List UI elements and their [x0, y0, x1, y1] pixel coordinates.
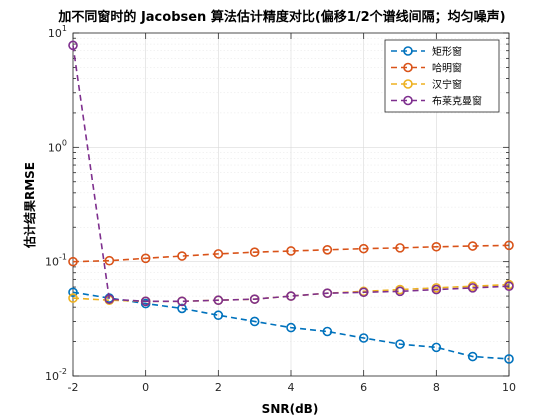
- data-point: [177, 296, 187, 307]
- data-point: [467, 351, 478, 362]
- legend-marker: [403, 79, 413, 89]
- x-tick-label: 0: [142, 381, 149, 394]
- data-point: [504, 240, 514, 251]
- data-point: [68, 287, 78, 298]
- y-axis-label: 估计结果RMSE: [22, 162, 37, 249]
- data-point: [213, 249, 224, 259]
- data-point: [286, 246, 296, 256]
- y-tick-label: 100: [48, 138, 67, 154]
- data-point: [467, 241, 478, 251]
- data-point: [358, 333, 369, 343]
- series-2: [68, 240, 514, 267]
- data-point: [68, 40, 78, 51]
- legend-marker: [403, 95, 413, 106]
- data-point: [213, 295, 224, 306]
- x-tick-label: 6: [360, 381, 367, 394]
- x-tick-label: 8: [433, 381, 440, 394]
- data-point: [395, 339, 405, 349]
- data-point: [467, 283, 478, 293]
- data-point: [504, 354, 514, 364]
- data-point: [249, 316, 260, 327]
- data-point: [249, 247, 260, 258]
- data-point: [504, 281, 514, 292]
- series-line: [72, 244, 510, 263]
- data-point: [358, 287, 369, 298]
- data-point: [177, 251, 187, 261]
- data-point: [395, 243, 405, 253]
- legend-marker: [403, 46, 413, 56]
- data-point: [104, 255, 115, 266]
- data-point: [104, 294, 115, 304]
- data-point: [431, 241, 442, 252]
- legend-marker: [403, 62, 413, 73]
- data-point: [68, 256, 78, 267]
- x-tick-label: 10: [502, 381, 516, 394]
- data-point: [286, 322, 296, 333]
- data-point: [322, 288, 333, 298]
- series-line: [72, 45, 510, 303]
- legend-label: 矩形窗: [432, 45, 462, 58]
- chart-title: 加不同窗时的 Jacobsen 算法估计精度对比(偏移1/2个谱线间隔；均匀噪声…: [57, 9, 505, 25]
- legend-label: 汉宁窗: [432, 78, 462, 91]
- x-tick-label: -2: [68, 381, 79, 394]
- y-tick-label: 10-1: [45, 253, 67, 269]
- data-point: [431, 342, 442, 353]
- legend-label: 布莱克曼窗: [432, 95, 482, 108]
- legend-label: 哈明窗: [432, 62, 462, 75]
- x-axis-label: SNR(dB): [262, 402, 319, 416]
- data-point: [286, 291, 296, 301]
- data-point: [177, 303, 187, 314]
- data-point: [322, 326, 333, 337]
- data-point: [249, 294, 260, 304]
- data-point: [358, 243, 369, 254]
- plot-frame: [72, 32, 510, 377]
- y-tick-label: 101: [48, 24, 67, 40]
- x-tick-label: 2: [215, 381, 222, 394]
- data-point: [140, 253, 151, 264]
- x-tick-label: 4: [288, 381, 295, 394]
- data-point: [68, 293, 78, 303]
- series-4: [68, 40, 514, 307]
- data-point: [431, 284, 442, 295]
- data-point: [140, 296, 151, 307]
- data-point: [322, 244, 333, 255]
- plot-series: [68, 40, 514, 364]
- data-point: [213, 310, 224, 321]
- y-tick-label: 10-2: [45, 367, 67, 383]
- axes: 10-2 10-1 100 101 -2 0 2 4 6 8 10: [45, 24, 516, 394]
- series-line: [72, 291, 510, 360]
- data-point: [395, 286, 405, 297]
